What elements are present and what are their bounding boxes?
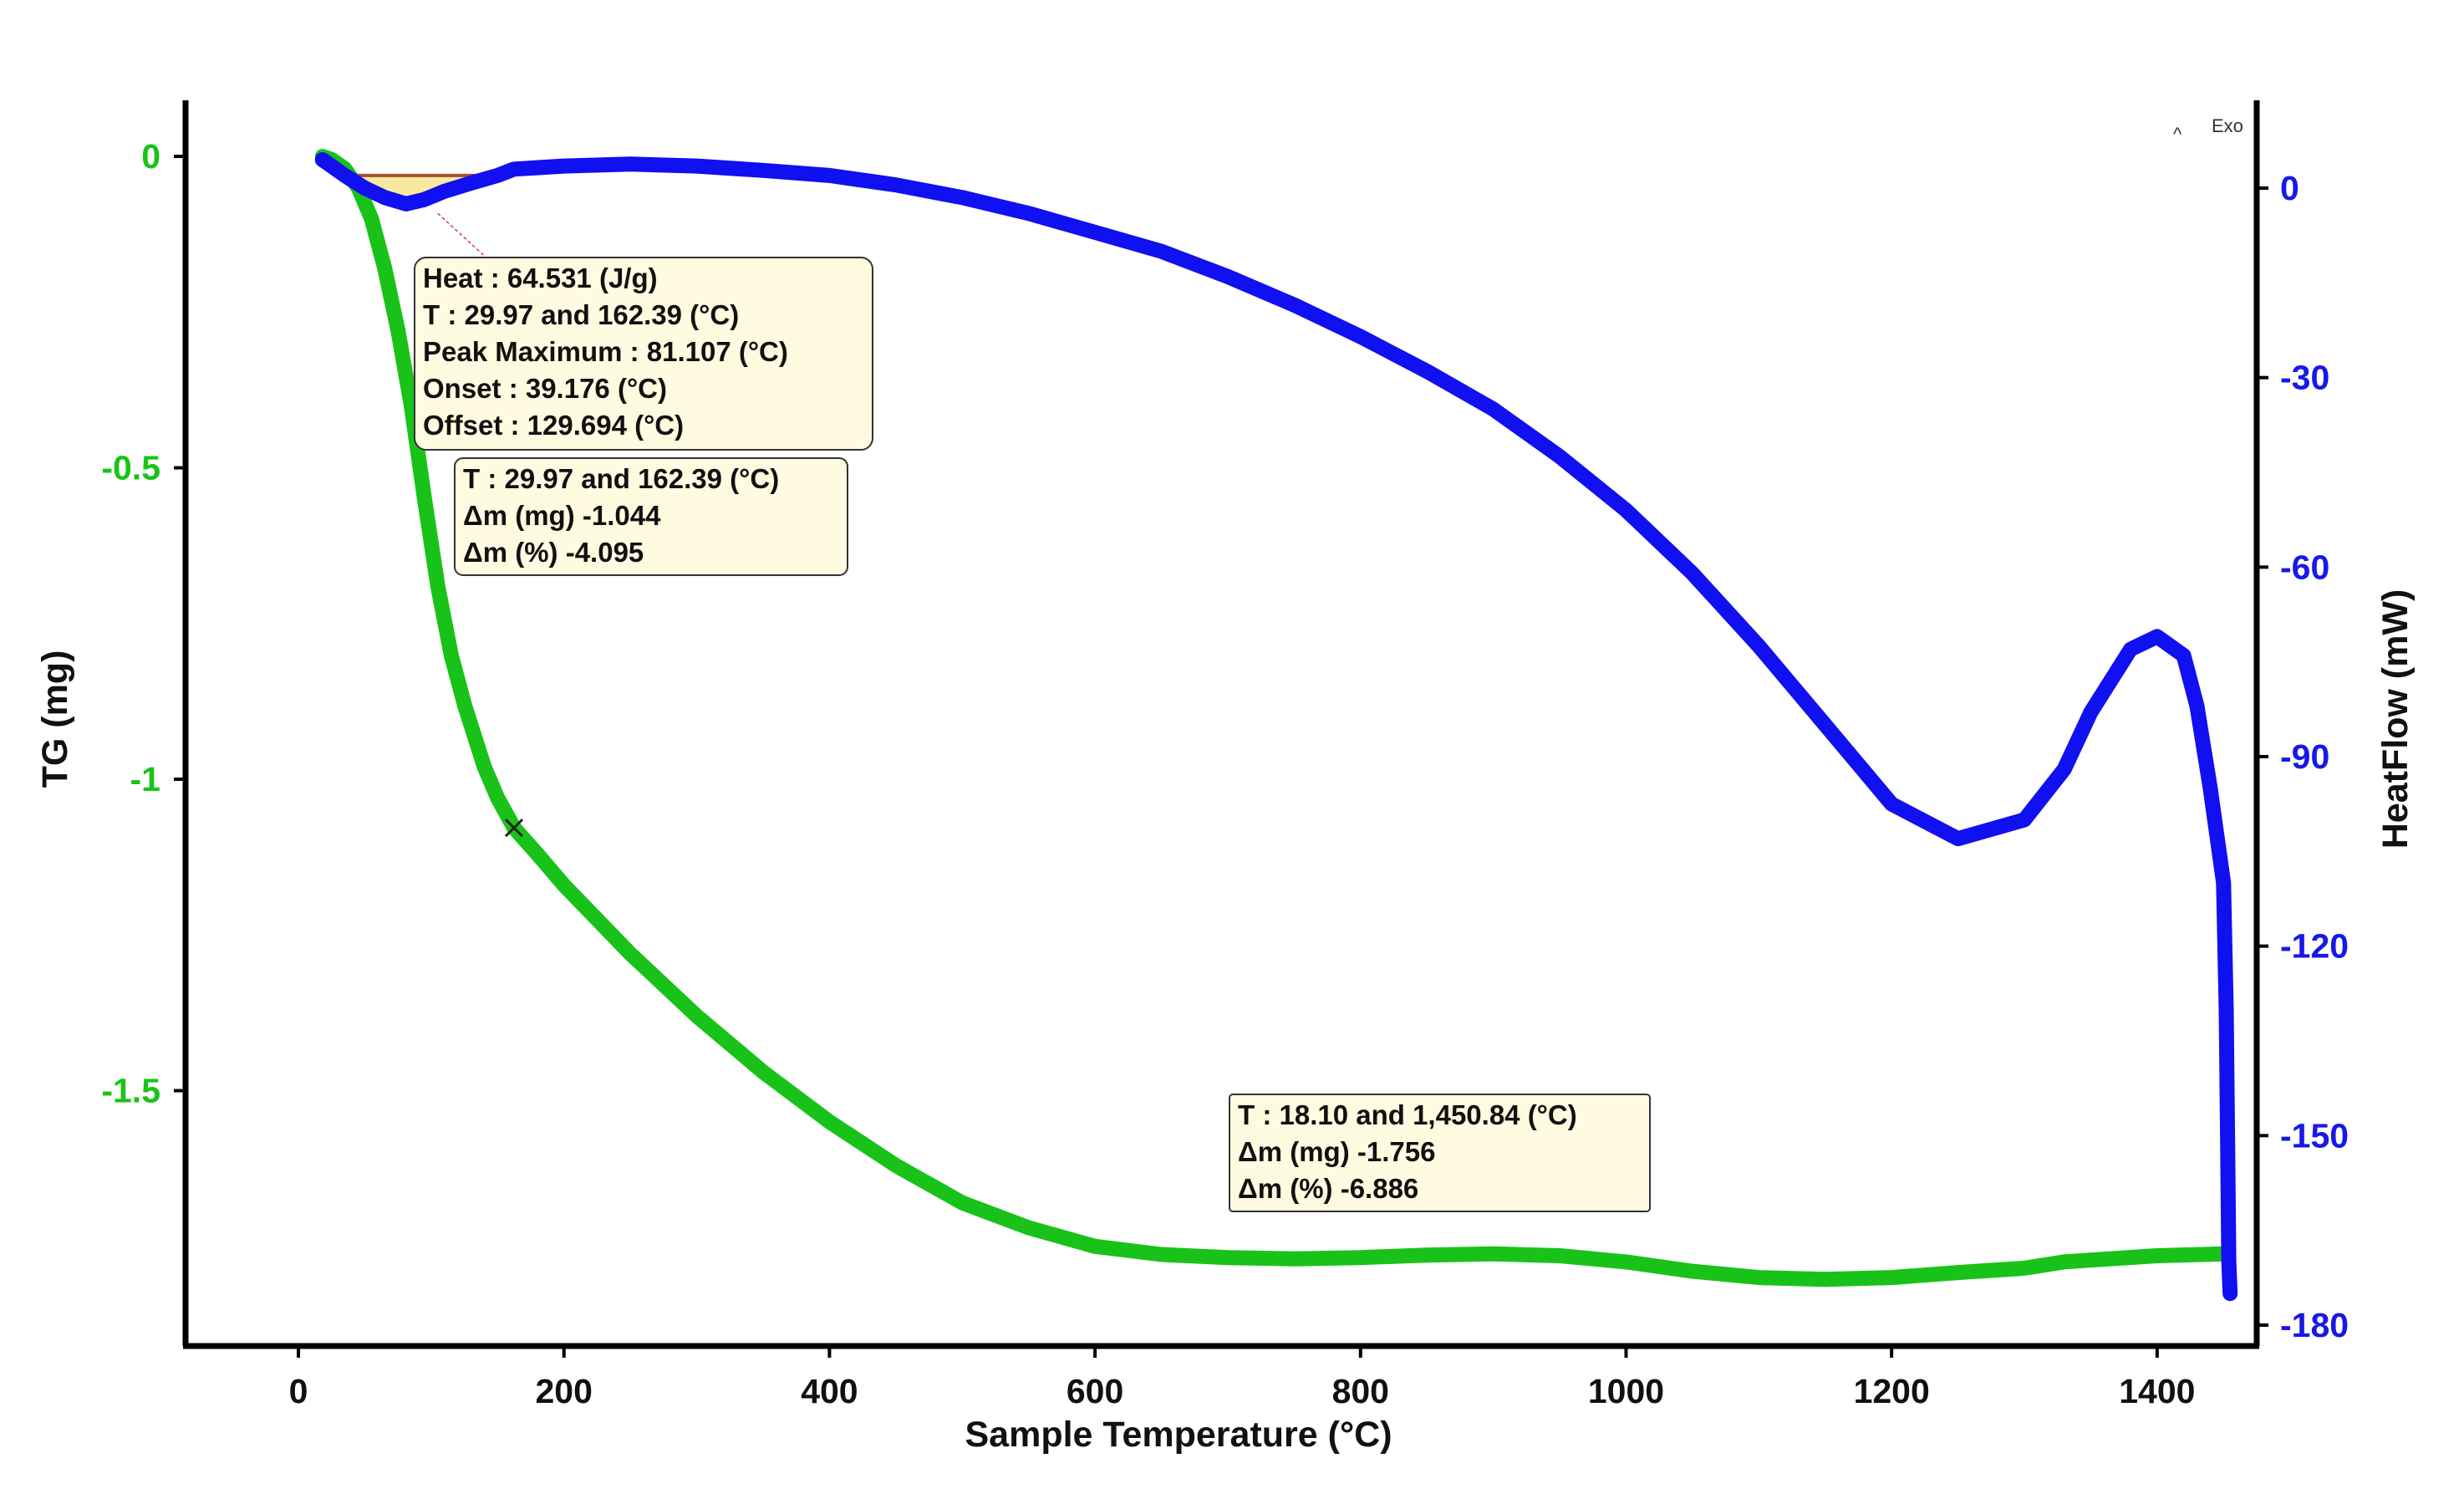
y-left-tick-label: 0 <box>141 137 160 176</box>
y-right-tick-label: -120 <box>2280 927 2349 966</box>
x-tick-label: 800 <box>1332 1372 1389 1410</box>
y-right-tick-label: -30 <box>2280 359 2329 397</box>
annotation-line: Δm (%) -6.886 <box>1238 1173 1418 1204</box>
x-tick-label: 0 <box>289 1372 308 1410</box>
annotation-line: Δm (%) -4.095 <box>463 537 644 568</box>
tg-series-line <box>314 149 2232 1287</box>
annotation-box <box>414 257 873 451</box>
annotation-step1: T : 29.97 and 162.39 (°C) Δm (mg) -1.044 Δ… <box>454 457 848 576</box>
heatflow-series-line <box>314 152 2238 1302</box>
x-tick-label: 400 <box>801 1372 858 1410</box>
y-right-tick-label: -180 <box>2280 1306 2349 1344</box>
x-tick-label: 1200 <box>1854 1372 1930 1410</box>
annotation-box <box>1229 1094 1651 1212</box>
y-left-tick-label: -0.5 <box>101 449 160 487</box>
y-left-tick-label: -1 <box>130 760 160 798</box>
annotation-line: Offset : 129.694 (°C) <box>423 410 684 441</box>
annotation-step2: T : 18.10 and 1,450.84 (°C) Δm (mg) -1.75… <box>1229 1094 1651 1212</box>
axis-ticks: 0 200 400 600 800 1000 1200 1400 0 -0.5 -1 -1.5 0 -30… <box>101 137 2349 1410</box>
annotations: Heat : 64.531 (J/g) T : 29.97 and 162.39 … <box>414 257 1651 1212</box>
tg-step-marker <box>504 818 524 838</box>
y-left-axis-title: TG (mg) <box>35 650 75 788</box>
y-right-axis-title: HeatFlow (mW) <box>2375 589 2416 849</box>
annotation-line: T : 29.97 and 162.39 (°C) <box>463 463 779 494</box>
exo-arrow-icon: ^ <box>2173 124 2182 145</box>
y-right-tick-label: 0 <box>2280 169 2299 207</box>
annotation-line: Heat : 64.531 (J/g) <box>423 263 658 293</box>
x-axis-title: Sample Temperature (°C) <box>965 1415 1392 1455</box>
annotation-box <box>454 457 848 576</box>
x-tick-label: 200 <box>536 1372 593 1410</box>
y-right-tick-label: -60 <box>2280 548 2329 586</box>
y-right-tick-label: -90 <box>2280 737 2329 776</box>
exo-label: Exo <box>2212 115 2243 136</box>
annotation-peak: Heat : 64.531 (J/g) T : 29.97 and 162.39 … <box>414 257 873 451</box>
annotation-line: T : 29.97 and 162.39 (°C) <box>423 299 739 330</box>
annotation-line: Onset : 39.176 (°C) <box>423 373 667 404</box>
y-left-tick-label: -1.5 <box>101 1072 160 1110</box>
y-right-tick-label: -150 <box>2280 1116 2349 1155</box>
annotation-line: Peak Maximum : 81.107 (°C) <box>423 336 788 367</box>
plot-frame <box>182 100 2260 1349</box>
x-tick-label: 1400 <box>2119 1372 2195 1410</box>
peak-leader-line <box>437 212 485 257</box>
annotation-line: T : 18.10 and 1,450.84 (°C) <box>1238 1099 1577 1130</box>
data-series <box>314 149 2238 1302</box>
x-tick-label: 600 <box>1067 1372 1123 1410</box>
annotation-line: Δm (mg) -1.756 <box>1238 1136 1435 1167</box>
exo-legend: ^ Exo <box>2173 115 2243 145</box>
annotation-line: Δm (mg) -1.044 <box>463 500 661 531</box>
x-tick-label: 1000 <box>1588 1372 1664 1410</box>
